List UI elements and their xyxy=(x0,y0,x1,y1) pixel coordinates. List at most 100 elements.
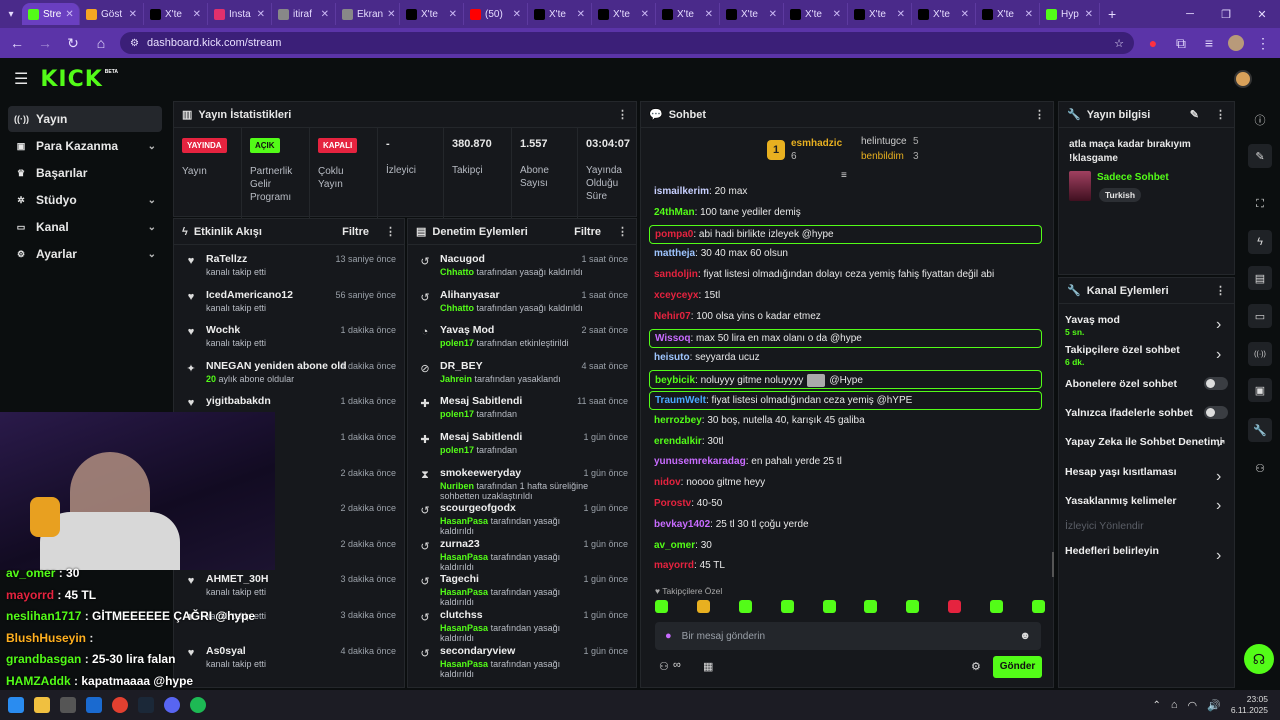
store-icon[interactable]: ▦ xyxy=(703,661,714,673)
emote-icon[interactable] xyxy=(822,600,836,613)
tab-close-icon[interactable]: ✕ xyxy=(512,8,521,20)
spotify-icon[interactable] xyxy=(190,697,206,713)
moderator-name[interactable]: polen17 xyxy=(440,409,475,420)
tab-close-icon[interactable]: ✕ xyxy=(1024,8,1033,20)
chat-scrollbar[interactable] xyxy=(1052,552,1054,577)
channel-action-item[interactable]: Yapay Zeka ile Sohbet Denetimi xyxy=(1065,436,1223,448)
browser-tab[interactable]: X'te ✕ xyxy=(912,3,976,25)
external-link-icon[interactable]: ↗ xyxy=(1216,436,1227,450)
extension-icon[interactable]: ● xyxy=(1148,35,1158,51)
chat-username[interactable]: TraumWelt xyxy=(655,395,706,406)
emote-icon[interactable] xyxy=(906,600,920,613)
info-icon[interactable]: ⓘ xyxy=(1254,115,1266,127)
browser-tab[interactable]: X'te ✕ xyxy=(656,3,720,25)
expand-leaderboard-icon[interactable]: ≡ xyxy=(841,170,847,181)
leader-name-3[interactable]: benbildim xyxy=(861,151,904,162)
users-icon[interactable]: ⚇ xyxy=(659,661,669,673)
browser-tab[interactable]: X'te ✕ xyxy=(784,3,848,25)
chat-message[interactable]: Wissoq: max 50 lira en max olanı o da @h… xyxy=(649,328,1042,348)
emote-icon[interactable] xyxy=(990,600,1003,613)
chevron-right-icon[interactable]: › xyxy=(1216,468,1222,485)
chat-username[interactable]: nidov xyxy=(654,477,681,489)
windows-start-icon[interactable] xyxy=(8,697,24,713)
browser-tab[interactable]: X'te ✕ xyxy=(144,3,208,25)
tab-close-icon[interactable]: ✕ xyxy=(320,8,329,20)
browser-tab[interactable]: X'te ✕ xyxy=(400,3,464,25)
reload-icon[interactable]: ↻ xyxy=(67,34,79,51)
toggle-switch[interactable] xyxy=(1204,406,1228,419)
chevron-down-icon[interactable]: ⌄ xyxy=(147,194,156,206)
channel-action-item[interactable]: Takipçilere özel sohbet 6 dk. xyxy=(1065,344,1180,367)
tab-close-icon[interactable]: ✕ xyxy=(128,8,137,20)
browser-tab[interactable]: X'te ✕ xyxy=(976,3,1040,25)
tab-close-icon[interactable]: ✕ xyxy=(1084,8,1093,20)
browser-tab[interactable]: itiraf ✕ xyxy=(272,3,336,25)
users-icon[interactable]: ⚇ xyxy=(1255,462,1265,475)
close-window-icon[interactable]: ✕ xyxy=(1257,8,1267,21)
discord-icon[interactable] xyxy=(164,697,180,713)
activity-filter-button[interactable]: Filtre xyxy=(342,225,369,238)
chat-settings-icon[interactable]: ⚙ xyxy=(971,661,981,673)
outlook-icon[interactable] xyxy=(86,697,102,713)
chat-message[interactable]: 24thMan: 100 tane yediler demiş xyxy=(654,206,801,218)
tab-close-icon[interactable]: ✕ xyxy=(256,8,265,20)
fullscreen-icon[interactable]: ⛶ xyxy=(1256,197,1264,210)
media-icon[interactable]: ≡ xyxy=(1204,35,1214,51)
leader-name-1[interactable]: esmhadzic xyxy=(791,138,843,149)
moderation-item[interactable]: ↺ zurna23 HasanPasa tarafından yasağı kald… xyxy=(408,534,636,572)
emote-icon[interactable] xyxy=(1031,600,1045,613)
activity-item[interactable]: ♥ kanalı takip etti 3 dakika önce xyxy=(174,605,404,641)
chat-username[interactable]: ismailkerim xyxy=(654,186,710,197)
chat-message[interactable]: ismailkerim: 20 max xyxy=(654,186,748,197)
activity-item[interactable]: ♥ As0syal kanalı takip etti 4 dakika önce xyxy=(174,641,404,677)
tab-close-icon[interactable]: ✕ xyxy=(704,8,713,20)
bolt-icon[interactable]: ϟ xyxy=(1248,230,1272,254)
chat-username[interactable]: yunusemrekaradag xyxy=(654,456,746,468)
tab-close-icon[interactable]: ✕ xyxy=(192,8,201,20)
moderator-name[interactable]: Chhatto xyxy=(440,267,474,277)
browser-tab[interactable]: X'te ✕ xyxy=(528,3,592,25)
edit-icon[interactable]: ✎ xyxy=(1248,144,1272,168)
stream-info-more-icon[interactable]: ⋮ xyxy=(1215,109,1226,121)
sidebar-item-4[interactable]: ▭ Kanal ⌄ xyxy=(8,214,162,240)
moderator-name[interactable]: Jahrein xyxy=(440,373,473,384)
tab-close-icon[interactable]: ✕ xyxy=(768,8,777,20)
activity-item[interactable]: ✦ NNEGAN yeniden abone oldu! 20 aylık abon… xyxy=(174,356,404,392)
moderation-filter-button[interactable]: Filtre xyxy=(574,225,601,238)
network-icon[interactable]: ⌂ xyxy=(1170,699,1178,711)
chevron-right-icon[interactable]: › xyxy=(1216,346,1222,363)
site-info-icon[interactable]: ⚙ xyxy=(130,37,139,49)
moderation-item[interactable]: ◔ Yavaş Mod polen17 tarafından etkinleştir… xyxy=(408,320,636,356)
moderation-item[interactable]: ↺ secondaryview HasanPasa tarafından yasağ… xyxy=(408,641,636,679)
chat-username[interactable]: mattheja xyxy=(654,248,696,260)
browser-tab[interactable]: X'te ✕ xyxy=(848,3,912,25)
emoji-picker-icon[interactable]: ☻ xyxy=(1019,630,1031,642)
moderator-name[interactable]: Nuriben xyxy=(440,480,475,491)
file-explorer-icon[interactable] xyxy=(34,697,50,713)
stats-more-icon[interactable]: ⋮ xyxy=(617,109,628,121)
channel-action-item[interactable]: Hedefleri belirleyin xyxy=(1065,545,1159,557)
chat-message[interactable]: mattheja: 30 40 max 60 olsun xyxy=(654,248,788,260)
volume-icon[interactable]: 🔊 xyxy=(1207,699,1221,712)
sidebar-item-3[interactable]: ✲ Stüdyo ⌄ xyxy=(8,187,162,213)
chrome-icon[interactable] xyxy=(112,697,128,713)
browser-tab[interactable]: Ekran ✕ xyxy=(336,3,400,25)
wifi-icon[interactable]: ◠ xyxy=(1187,699,1198,712)
channel-action-item[interactable]: Hesap yaşı kısıtlaması xyxy=(1065,466,1177,478)
emote-icon[interactable] xyxy=(948,600,962,613)
chevron-down-icon[interactable]: ⌄ xyxy=(147,140,156,152)
mic-icon[interactable]: ● xyxy=(665,630,672,642)
browser-tab[interactable]: X'te ✕ xyxy=(720,3,784,25)
extensions-puzzle-icon[interactable]: ⧉ xyxy=(1176,34,1186,51)
tab-close-icon[interactable]: ✕ xyxy=(448,8,457,20)
channel-actions-more-icon[interactable]: ⋮ xyxy=(1215,285,1226,297)
chat-username[interactable]: heisuto xyxy=(654,352,690,364)
chat-message[interactable]: bevkay1402: 25 tl 30 tl çoğu yerde xyxy=(654,518,809,530)
chevron-right-icon[interactable]: › xyxy=(1216,547,1222,564)
minimize-icon[interactable]: ─ xyxy=(1186,8,1194,20)
chat-message[interactable]: erendalkir: 30tl xyxy=(654,435,724,447)
kick-logo[interactable]: KICK xyxy=(40,66,103,92)
user-avatar[interactable] xyxy=(1234,70,1252,88)
tab-close-icon[interactable]: ✕ xyxy=(640,8,649,20)
activity-more-icon[interactable]: ⋮ xyxy=(385,226,396,238)
